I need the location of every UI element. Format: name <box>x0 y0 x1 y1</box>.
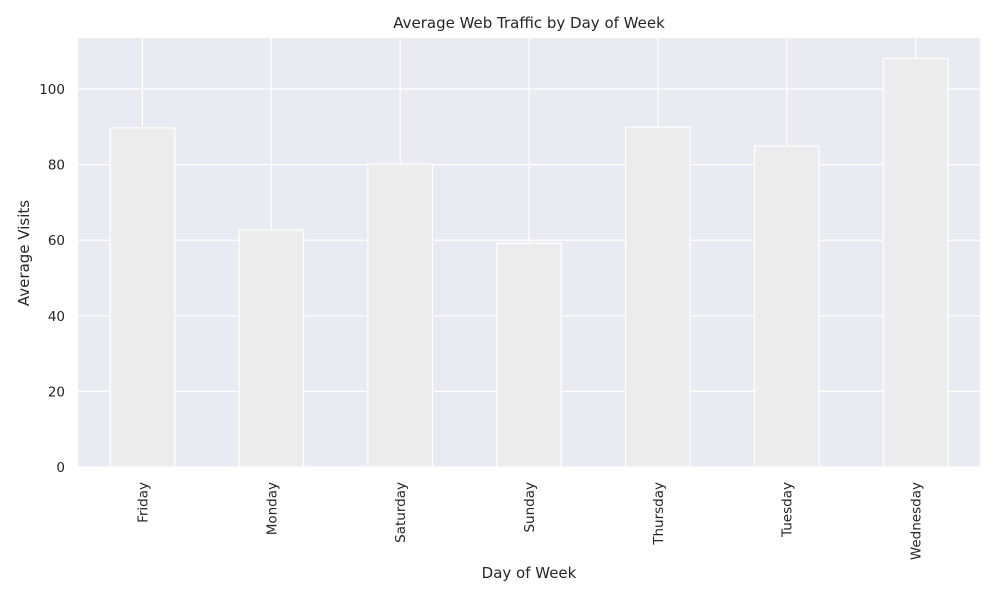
bar-friday <box>109 127 176 468</box>
bar-sunday <box>496 242 562 468</box>
bar-tuesday <box>753 145 820 468</box>
y-tick-label: 40 <box>48 309 65 325</box>
x-tick-labels: Friday Monday Saturday Sunday Thursday Tuesda… <box>135 482 924 560</box>
bars <box>109 57 949 468</box>
x-tick-label-sunday: Sunday <box>522 482 538 533</box>
y-tick-label: 100 <box>39 82 65 98</box>
y-tick-label: 60 <box>48 233 65 249</box>
x-tick-label-tuesday: Tuesday <box>780 482 796 538</box>
x-tick-label-thursday: Thursday <box>651 482 667 546</box>
x-tick-label-saturday: Saturday <box>393 482 409 543</box>
y-tick-label: 20 <box>48 384 65 400</box>
x-axis-label: Day of Week <box>481 564 577 582</box>
y-tick-labels: 0 20 40 60 80 100 <box>39 82 65 476</box>
bar-saturday <box>367 163 433 468</box>
bar-thursday <box>625 126 691 468</box>
y-tick-label: 0 <box>56 460 65 476</box>
bar-wednesday <box>882 57 949 468</box>
x-tick-label-wednesday: Wednesday <box>909 482 925 560</box>
bar-monday <box>238 229 305 468</box>
y-tick-label: 80 <box>48 158 65 174</box>
x-tick-label-monday: Monday <box>264 482 280 535</box>
x-tick-label-friday: Friday <box>135 482 151 523</box>
chart-title: Average Web Traffic by Day of Week <box>393 14 665 32</box>
